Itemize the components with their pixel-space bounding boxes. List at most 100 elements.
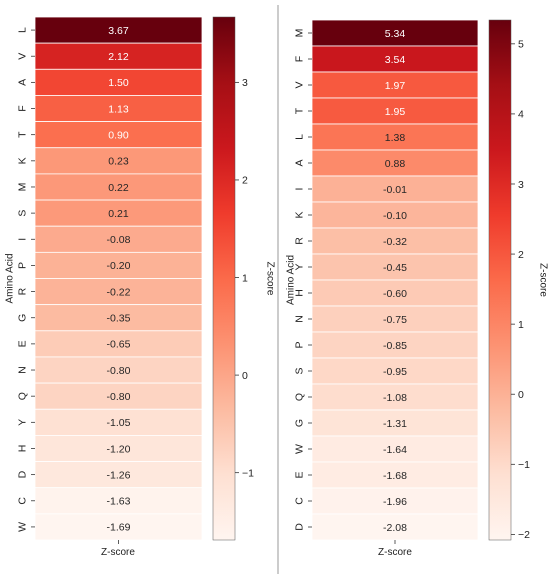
cell-value-label: 1.95 xyxy=(385,106,406,118)
cell-value-label: 5.34 xyxy=(385,28,406,40)
y-tick-label: F xyxy=(294,56,306,62)
y-tick-label: Q xyxy=(17,392,29,400)
heatmap-cell xyxy=(34,382,203,410)
heatmap-cell xyxy=(34,147,203,175)
colorbar-tick-label: −2 xyxy=(518,529,530,541)
colorbar-frame xyxy=(488,19,512,541)
y-tick-label: E xyxy=(294,471,306,478)
y-tick-label: G xyxy=(294,419,306,427)
heatmap-cell xyxy=(311,175,479,203)
colorbar-tick-label: 0 xyxy=(518,389,524,401)
colorbar-tick-label: 2 xyxy=(242,175,248,187)
cell-value-label: 0.23 xyxy=(108,156,129,168)
y-tick-label: A xyxy=(17,79,29,86)
colorbar-label: Z-score xyxy=(538,263,549,297)
cell-value-label: -1.96 xyxy=(383,496,407,508)
colorbar-tick-label: −1 xyxy=(242,467,254,479)
y-tick-label: R xyxy=(17,287,29,295)
y-axis-label: Amino Acid xyxy=(5,253,16,303)
colorbar-tick-label: 0 xyxy=(242,370,248,382)
y-tick-label: V xyxy=(294,81,306,88)
cell-value-label: -0.35 xyxy=(107,313,131,325)
cell-value-label: 0.88 xyxy=(385,158,406,170)
heatmap-cell xyxy=(34,199,203,227)
cell-value-label: 1.97 xyxy=(385,80,406,92)
cell-value-label: 3.67 xyxy=(108,25,129,37)
y-tick-label: H xyxy=(294,289,306,297)
y-tick-label: T xyxy=(17,131,29,138)
colorbar-label: Z-score xyxy=(265,262,276,296)
heatmap-cell xyxy=(311,97,479,125)
y-tick-label: W xyxy=(17,522,29,532)
y-tick-label: N xyxy=(17,366,29,374)
heatmap-cell xyxy=(34,121,203,149)
y-tick-label: A xyxy=(294,159,306,166)
heatmap-cell xyxy=(311,227,479,255)
y-tick-label: D xyxy=(294,523,306,531)
cell-value-label: -0.80 xyxy=(107,391,131,403)
colorbar-tick-label: 2 xyxy=(518,249,524,261)
colorbar-tick-label: −1 xyxy=(518,459,530,471)
heatmap-cell xyxy=(311,331,479,359)
cell-value-label: 1.38 xyxy=(385,132,406,144)
y-tick-label: C xyxy=(294,497,306,505)
heatmap-cell xyxy=(311,383,479,411)
heatmap-cell xyxy=(34,173,203,201)
colorbar-tick-label: 3 xyxy=(242,77,248,89)
cell-value-label: -1.26 xyxy=(107,469,131,481)
colorbar-tick-label: 1 xyxy=(242,272,248,284)
cell-value-label: -0.80 xyxy=(107,365,131,377)
cell-value-label: -0.10 xyxy=(383,210,407,222)
y-tick-label: Y xyxy=(294,263,306,270)
y-tick-label: L xyxy=(294,134,306,140)
colorbar xyxy=(213,17,235,540)
y-axis-label: Amino Acid xyxy=(286,255,297,305)
colorbar-tick-label: 1 xyxy=(518,319,524,331)
y-tick-label: E xyxy=(17,340,29,347)
y-tick-label: K xyxy=(294,211,306,218)
y-tick-label: D xyxy=(17,470,29,478)
cell-value-label: -1.20 xyxy=(107,443,131,455)
heatmap-cell xyxy=(311,279,479,307)
cell-value-label: -2.08 xyxy=(383,522,407,534)
heatmap-cell xyxy=(34,513,203,541)
heatmap-cell xyxy=(311,461,479,489)
cell-value-label: -0.20 xyxy=(107,260,131,272)
cell-value-label: -1.31 xyxy=(383,418,407,430)
cell-value-label: -0.75 xyxy=(383,314,407,326)
y-tick-label: G xyxy=(17,314,29,322)
colorbar-tick-label: 3 xyxy=(518,179,524,191)
cell-value-label: 0.21 xyxy=(108,208,129,220)
cell-value-label: -1.64 xyxy=(383,444,407,456)
heatmap-cell xyxy=(311,357,479,385)
y-tick-label: W xyxy=(294,444,306,454)
heatmap-cell xyxy=(34,42,203,70)
heatmap-cell xyxy=(34,304,203,332)
y-tick-label: C xyxy=(17,497,29,505)
heatmap-cell xyxy=(311,409,479,437)
heatmap-cell xyxy=(311,71,479,99)
cell-value-label: 3.54 xyxy=(385,54,406,66)
y-tick-label: T xyxy=(294,107,306,114)
y-tick-label: P xyxy=(17,262,29,269)
y-tick-label: N xyxy=(294,315,306,323)
heatmap-cell xyxy=(311,253,479,281)
cell-value-label: -0.01 xyxy=(383,184,407,196)
x-axis-label: Z-score xyxy=(101,547,135,558)
y-tick-label: I xyxy=(294,188,306,191)
y-tick-label: L xyxy=(17,27,29,33)
heatmap-cell xyxy=(34,251,203,279)
cell-value-label: -0.45 xyxy=(383,262,407,274)
y-tick-label: P xyxy=(294,341,306,348)
colorbar xyxy=(489,20,511,540)
cell-value-label: -0.60 xyxy=(383,288,407,300)
cell-value-label: 1.13 xyxy=(108,103,129,115)
y-tick-label: F xyxy=(17,105,29,111)
y-tick-label: V xyxy=(17,53,29,60)
heatmap-cell xyxy=(34,68,203,96)
cell-value-label: -1.68 xyxy=(383,470,407,482)
colorbar-tick-label: 5 xyxy=(518,39,524,51)
cell-value-label: 0.90 xyxy=(108,129,129,141)
